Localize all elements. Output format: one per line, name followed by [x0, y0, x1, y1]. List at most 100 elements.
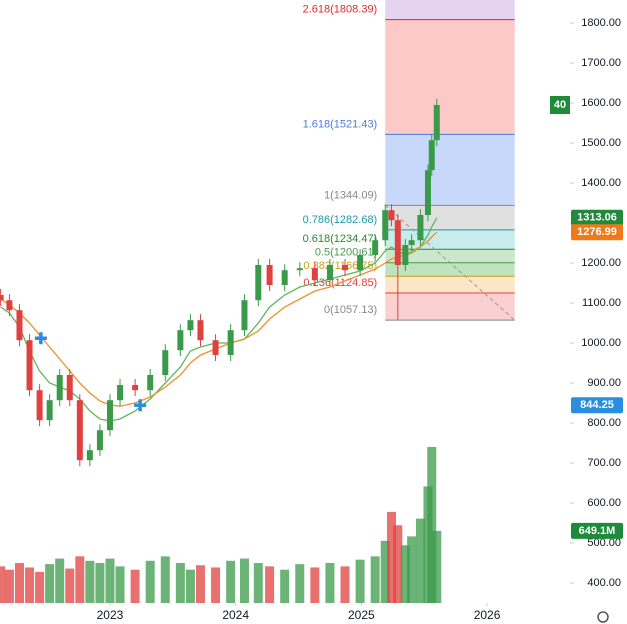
y-tick-label: 800.00: [587, 417, 621, 429]
fib-label: 1(1344.09): [324, 189, 377, 201]
volume-bar: [355, 559, 365, 603]
settings-icon[interactable]: [597, 611, 609, 623]
y-tick-label: 1100.00: [582, 297, 621, 309]
candle-body: [342, 265, 349, 271]
volume-bar: [415, 518, 425, 603]
candle-body: [6, 300, 13, 311]
x-tick-label: 2026: [474, 608, 501, 622]
price-label: 1276.99: [577, 226, 617, 238]
volume-bar: [75, 556, 85, 603]
volume-bar: [265, 566, 275, 603]
fib-top-band: [385, 0, 515, 20]
volume-bar: [280, 569, 290, 603]
fib-band: [385, 19, 515, 135]
countdown: 40: [554, 99, 566, 111]
candle-body: [96, 430, 103, 451]
volume-bar: [45, 564, 55, 603]
candle-body: [281, 270, 288, 285]
volume-bar: [387, 511, 397, 603]
candle-body: [388, 210, 395, 221]
candle-body: [177, 330, 184, 351]
volume-bar: [175, 563, 185, 603]
signal-marker: [134, 399, 147, 412]
volume-bar: [432, 530, 442, 603]
candle-body: [433, 105, 440, 141]
volume-bar: [325, 563, 335, 603]
y-tick-label: 700.00: [587, 457, 621, 469]
price-label-box: [571, 397, 623, 414]
candle-body: [424, 170, 431, 215]
price-label-box: [571, 224, 623, 241]
y-tick-label: 900.00: [587, 377, 621, 389]
volume-bar: [380, 540, 390, 603]
candle-body: [311, 268, 318, 281]
candle-body: [132, 385, 139, 391]
volume-bar: [35, 571, 45, 603]
volume-bar: [393, 525, 403, 603]
fib-label: 0(1057.13): [324, 304, 377, 316]
candle-body: [147, 375, 154, 391]
price-label: 844.25: [580, 399, 614, 411]
signal-marker: [34, 332, 47, 345]
volume-bar: [211, 567, 221, 603]
y-tick-label: 1200.00: [581, 257, 621, 269]
volume-bar: [55, 558, 65, 603]
fib-label: 0.618(1234.47): [303, 233, 378, 245]
y-tick-label: 500.00: [587, 537, 621, 549]
candle-body: [296, 268, 303, 271]
candle-body: [417, 215, 424, 241]
candle-body: [162, 350, 169, 375]
volume-bar: [239, 558, 249, 603]
volume-bar: [427, 446, 437, 603]
y-tick-label: 1500.00: [581, 137, 621, 149]
candle-body: [56, 375, 63, 401]
candle-body: [86, 450, 93, 461]
price-label: 649.1M: [579, 525, 616, 537]
fib-label: 1.618(1521.43): [303, 118, 378, 130]
candle-body: [372, 240, 379, 255]
volume-bar: [226, 560, 236, 603]
axis-bg: [570, 0, 627, 624]
fib-band: [385, 249, 515, 263]
fib-label: 0.786(1282.68): [303, 214, 378, 226]
volume-bar: [407, 536, 417, 603]
y-tick-label: 1400.00: [581, 177, 621, 189]
candle-body: [212, 340, 219, 355]
moving-average: [0, 231, 438, 407]
volume-bar: [340, 566, 350, 603]
volume-bar: [160, 556, 170, 603]
volume-bar: [370, 556, 380, 603]
candle-body: [76, 400, 83, 461]
price-label-box: [571, 209, 623, 226]
volume-bar: [0, 566, 6, 603]
y-tick-label: 1600.00: [581, 97, 621, 109]
axis-bg: [0, 603, 570, 624]
candle-body: [66, 375, 73, 401]
candle-body: [402, 245, 409, 265]
candle-body: [16, 310, 23, 341]
x-tick-label: 2025: [348, 608, 375, 622]
volume-bar: [145, 560, 155, 603]
candle-body: [394, 220, 401, 265]
candle-body: [241, 300, 248, 331]
y-tick-label: 1700.00: [581, 57, 621, 69]
moving-average: [0, 217, 438, 422]
volume-bar: [295, 564, 305, 603]
candle-body: [46, 400, 53, 421]
volume-bar: [185, 569, 195, 603]
volume-bar: [65, 568, 75, 603]
fib-label: 0.5(1200.61): [315, 247, 377, 259]
candle-body: [266, 265, 273, 285]
fib-trend: [384, 204, 516, 321]
fib-band: [385, 293, 515, 321]
volume-bar: [130, 569, 140, 603]
volume-bar: [25, 567, 35, 603]
price-label: 1313.06: [577, 212, 617, 224]
y-tick-label: 400.00: [587, 577, 621, 589]
y-tick-label: 600.00: [587, 497, 621, 509]
candle-body: [36, 390, 43, 421]
volume-bar: [105, 558, 115, 603]
fib-band: [385, 276, 515, 294]
